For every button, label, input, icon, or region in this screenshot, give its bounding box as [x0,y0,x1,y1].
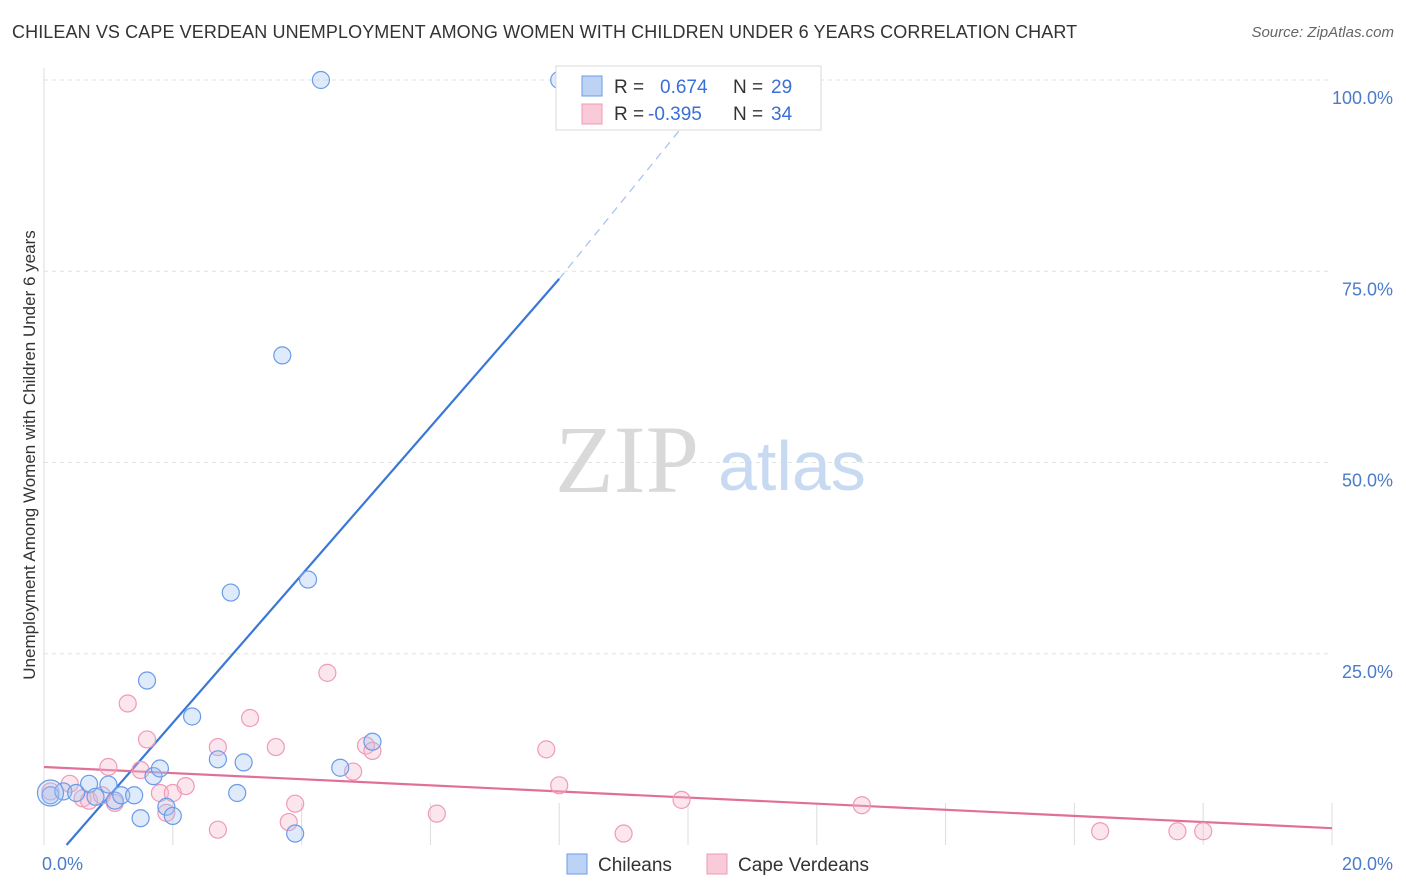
bottom-legend-swatch-cape-verdeans [706,853,728,875]
grid [44,79,1332,655]
y-tick-label: 100.0% [1332,88,1393,108]
point-chilean [150,759,170,778]
point-chilean [228,783,247,803]
point-chilean [183,707,202,726]
point-chilean [112,786,131,805]
point-chilean [298,570,318,589]
point-cape-verdean [614,824,633,843]
point-cape-verdean [279,812,298,832]
trend-line-chileans [65,278,561,846]
point-cape-verdean [99,757,118,777]
bottom-legend: Chileans Cape Verdeans [566,853,869,876]
point-cape-verdean [852,796,871,815]
legend-n-value: 34 [771,104,793,125]
watermark: ZIP atlas [555,406,866,513]
point-cape-verdean [266,737,285,757]
point-chilean [234,753,253,772]
point-cape-verdean [118,694,137,713]
point-cape-verdean [537,740,556,759]
legend-r-value: -0.395 [648,104,702,125]
point-chilean [363,732,382,751]
point-cape-verdean [41,782,60,801]
point-cape-verdean [1168,822,1187,841]
point-cape-verdean [427,804,446,823]
point-chilean [125,786,144,805]
legend-box: R = 0.674 N = 29 R = -0.395 N = 34 [555,65,822,131]
point-chilean [67,783,86,803]
bottom-legend-swatch-chileans [566,853,588,875]
point-chilean [331,758,350,777]
point-chilean [163,806,182,826]
legend-n-value: 29 [771,77,792,98]
point-cape-verdean [286,794,305,813]
point-cape-verdean [363,741,382,761]
x-tick-label: 0.0% [42,854,83,874]
y-tick-label: 50.0% [1342,471,1393,491]
point-cape-verdean [672,790,691,809]
point-cape-verdean [1194,822,1213,841]
point-cape-verdean [550,776,569,795]
point-chilean [311,70,331,90]
point-cape-verdean [1091,822,1110,841]
point-chilean [221,583,240,602]
x-tick-label: 20.0% [1342,854,1393,874]
bottom-legend-label-chileans: Chileans [598,855,672,876]
watermark-zip: ZIP [555,406,699,513]
point-chilean [286,824,305,843]
point-chilean [86,787,105,806]
scatter-points [36,70,1213,843]
point-chilean [273,346,292,365]
point-chilean [208,750,227,769]
bottom-legend-label-cape-verdeans: Cape Verdeans [738,855,869,876]
point-cape-verdean [176,776,195,796]
legend-n-label: N = [733,77,763,98]
watermark-atlas: atlas [718,427,866,505]
legend-r-value: 0.674 [660,77,708,98]
trend-line-cape-verdeans [43,765,1333,830]
point-chilean [157,797,176,816]
point-cape-verdean [318,663,337,682]
y-tick-labels: 100.0% 75.0% 50.0% 25.0% [1332,88,1393,682]
y-axis-title: Unemployment Among Women with Children U… [20,230,39,679]
point-chilean [131,809,150,828]
point-chilean [99,775,118,794]
y-tick-label: 25.0% [1342,662,1393,682]
chart-source: Source: ZipAtlas.com [1251,24,1394,41]
legend-swatch-chileans [581,75,603,97]
point-cape-verdean [137,730,157,749]
legend-n-label: N = [733,104,763,125]
point-chilean [36,779,65,807]
point-cape-verdean [240,708,260,728]
axes [43,68,1333,845]
point-chilean [137,671,157,690]
legend-r-label: R = [614,77,644,98]
y-tick-label: 75.0% [1342,279,1393,299]
legend-swatch-cape-verdeans [581,103,603,125]
legend-r-label: R = [614,104,644,125]
chart-title: CHILEAN VS CAPE VERDEAN UNEMPLOYMENT AMO… [12,22,1078,42]
point-cape-verdean [208,820,227,839]
x-tick-labels: 0.0% 20.0% [42,854,1393,874]
